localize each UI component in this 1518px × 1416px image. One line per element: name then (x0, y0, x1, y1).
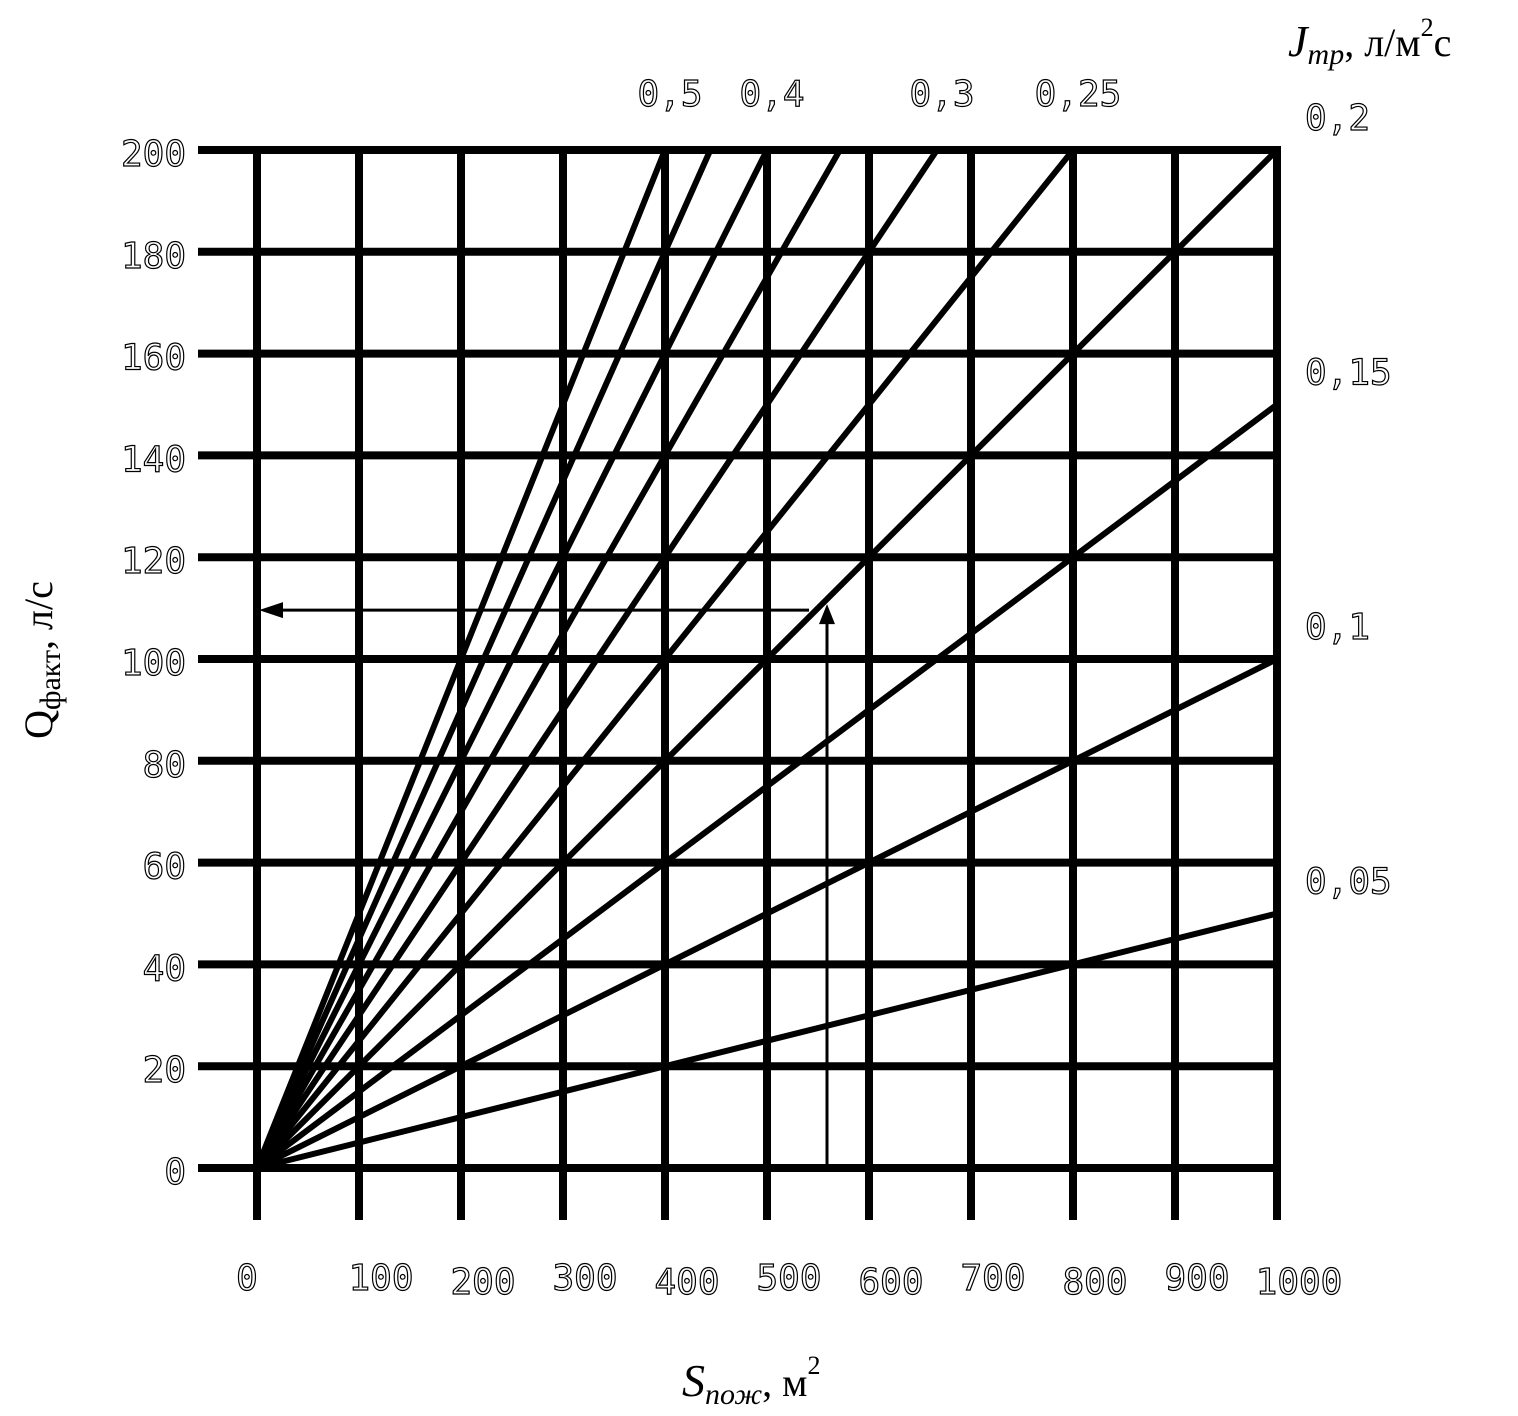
series-label: 0,1 (1305, 607, 1370, 648)
arrow-head-up (819, 604, 835, 625)
series-line-J-0.05 (256, 910, 1278, 1171)
grid (198, 146, 1281, 1220)
x-tick-label: 0 (236, 1258, 258, 1299)
y-tick-label: 200 (121, 134, 186, 175)
series-labels: 0,5 0,4 0,3 0,25 0,2 0,15 0,1 0,05 (637, 73, 1392, 903)
parameter-axis-title: Jтр, л/м2с (1288, 13, 1451, 71)
series-line-J-0.5 (254, 148, 668, 1170)
y-tick-label: 20 (143, 1050, 186, 1091)
series-lines (254, 147, 1280, 1171)
y-tick-label: 60 (143, 847, 186, 888)
y-tick-label: 140 (121, 439, 186, 480)
series-label: 0,15 (1305, 353, 1392, 394)
x-tick-label: 1000 (1256, 1262, 1343, 1303)
series-line-J-0.4 (254, 148, 770, 1170)
x-tick-label: 800 (1062, 1262, 1127, 1303)
series-label: 0,05 (1305, 862, 1392, 903)
y-tick-label: 40 (143, 948, 186, 989)
x-tick-label: 300 (552, 1258, 617, 1299)
series-line-J-0.25 (254, 148, 1076, 1170)
series-line-J-0.45 (254, 148, 714, 1170)
x-tick-label: 400 (654, 1262, 719, 1303)
series-label: 0,25 (1035, 74, 1122, 115)
y-axis-title: Qфакт, л/с (16, 581, 67, 739)
series-line-J-0.35 (254, 148, 843, 1170)
series-label: 0,4 (739, 74, 804, 115)
x-tick-label: 700 (960, 1258, 1025, 1299)
y-tick-label: 120 (121, 541, 186, 582)
series-label: 0,2 (1305, 98, 1370, 139)
arrow-head-left (259, 602, 283, 619)
series-line-J-0.2 (254, 147, 1280, 1171)
y-tick-label: 100 (121, 643, 186, 684)
y-tick-label: 160 (121, 338, 186, 379)
series-line-J-0.1 (255, 656, 1279, 1171)
series-label: 0,5 (637, 74, 702, 115)
y-tick-label: 0 (164, 1152, 186, 1193)
x-tick-label: 900 (1164, 1258, 1229, 1299)
y-tick-label: 80 (143, 745, 186, 786)
tick-labels: 0 100 200 300 400 500 600 700 800 900 1000 0 20 40 60 8… (120, 133, 1343, 1303)
x-tick-label: 500 (756, 1258, 821, 1299)
series-line-J-0.3 (254, 148, 940, 1170)
x-axis-title: Sпож, м2 (682, 1351, 820, 1411)
series-line-J-0.15 (255, 402, 1279, 1171)
x-tick-label: 600 (858, 1262, 923, 1303)
annotation-arrows (259, 602, 835, 1168)
x-tick-label: 200 (450, 1262, 515, 1303)
series-label: 0,3 (909, 74, 974, 115)
y-tick-label: 180 (121, 236, 186, 277)
x-tick-label: 100 (348, 1258, 413, 1299)
